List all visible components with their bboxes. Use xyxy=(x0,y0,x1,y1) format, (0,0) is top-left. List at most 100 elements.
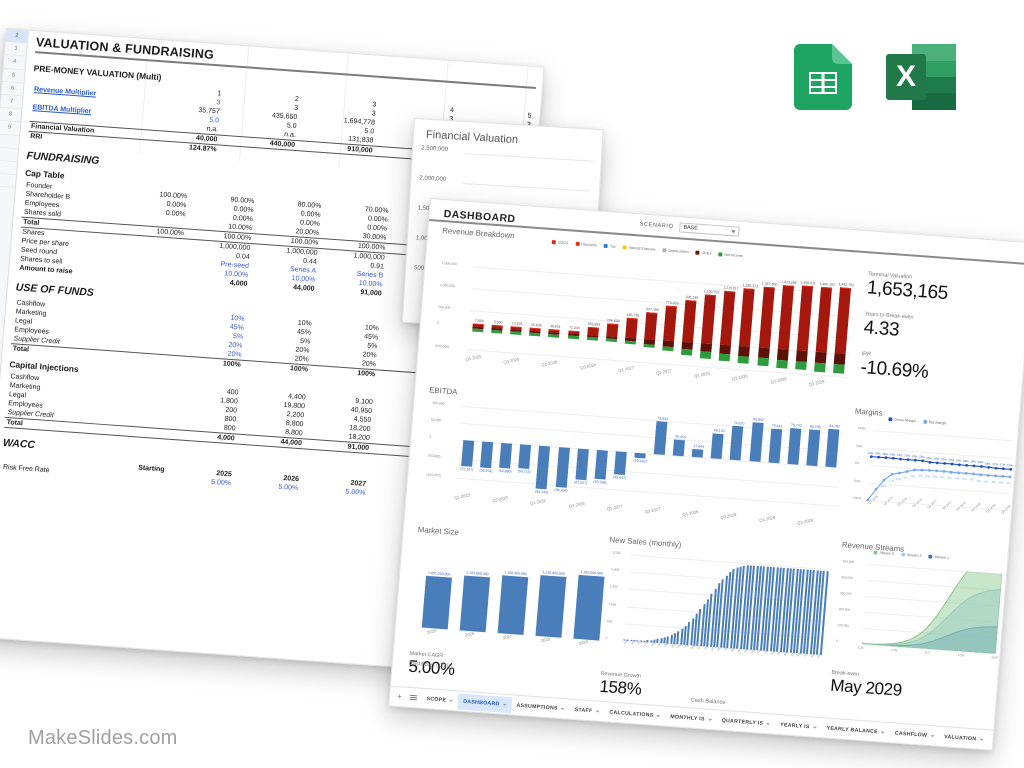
bar-segment-net-income xyxy=(643,343,655,348)
revenue-streams-areas xyxy=(861,564,1003,654)
bar-segment-net-income xyxy=(624,341,636,345)
data-label: 1/27 xyxy=(924,650,931,655)
data-label: 19% xyxy=(962,459,969,464)
add-sheet-icon[interactable]: + xyxy=(396,691,403,702)
bar-segment-opex xyxy=(795,350,808,363)
bar-segment-opex xyxy=(776,348,789,361)
scenario-dropdown[interactable]: BASE xyxy=(679,222,740,237)
legend-item: Stream 2 xyxy=(900,552,922,558)
scenario-selector[interactable]: SCENARIO BASE xyxy=(639,219,740,237)
bar xyxy=(806,429,821,467)
tab-assumptions[interactable]: ASSUMPTIONS xyxy=(511,697,571,717)
data-label: -4% xyxy=(931,474,938,479)
all-sheets-icon[interactable] xyxy=(404,694,421,701)
kpi-panel: Terminal Valuation 1,653,165 Years to Br… xyxy=(860,271,1023,390)
bar xyxy=(777,285,794,350)
bar xyxy=(834,287,851,354)
chevron-down-icon[interactable] xyxy=(449,699,454,702)
data-label: Q3 2027 xyxy=(644,506,661,515)
data-label: -5% xyxy=(976,478,982,483)
chevron-down-icon[interactable] xyxy=(766,722,771,725)
chevron-down-icon[interactable] xyxy=(656,714,661,717)
bar xyxy=(459,575,491,633)
new-sales-plot: 2,500 2,000 1,500 1,000 500 0 1/25 3/25 5/25 7/25… xyxy=(605,550,830,659)
sheet-tab-bar[interactable]: + SCOPE DASHBOARD ASSUMPTIONS STAFF CALC… xyxy=(389,685,994,750)
data-label: Q3 2029 xyxy=(796,517,814,526)
bar xyxy=(497,575,529,636)
chevron-down-icon[interactable] xyxy=(979,738,984,741)
dashboard-title: DASHBOARD xyxy=(443,208,516,226)
data-label: -3% xyxy=(917,473,923,479)
dashboard-sheet[interactable]: DASHBOARD SCENARIO BASE Revenue Breakdow… xyxy=(388,198,1024,751)
data-label: 0 xyxy=(436,320,439,325)
data-label: 2027 xyxy=(502,633,513,641)
bar xyxy=(691,449,704,459)
tab-scope[interactable]: SCOPE xyxy=(421,690,459,709)
bar xyxy=(461,440,475,468)
data-label: -17% xyxy=(887,477,895,483)
tab-valuation[interactable]: VALUATION xyxy=(938,728,988,748)
legend-item: OPEX xyxy=(695,250,712,256)
kpi-revenue-growth: Revenue Growth 158% xyxy=(598,670,643,699)
cash-balance-caption: Cash Balance xyxy=(690,697,726,706)
bar-segment-cogs xyxy=(644,312,658,340)
data-label: 24% xyxy=(867,450,874,455)
bar-segment-cogs xyxy=(834,287,851,354)
gridline xyxy=(459,440,841,470)
kpi-break-even: Break-even May 2029 xyxy=(829,669,903,700)
data-label: Q3 2028 xyxy=(720,511,738,521)
bar-segment-net-income xyxy=(700,351,712,359)
revenue-streams-plot: 500,000 400,000 300,000 200,000 100,000 0 1/25… xyxy=(836,559,1003,660)
tab-yearly-balance[interactable]: YEARLY BALANCE xyxy=(821,720,891,741)
chevron-down-icon[interactable] xyxy=(930,734,935,737)
legend-item: Tax xyxy=(603,243,616,249)
bar-segment-net-income xyxy=(586,336,598,341)
data-label: Q1 2026 xyxy=(541,359,559,368)
bar xyxy=(682,300,697,343)
data-label: 400,000 xyxy=(841,575,853,580)
tab-quarterly-is[interactable]: QUARTERLY IS xyxy=(716,712,776,732)
data-label: 1,000,000 xyxy=(439,282,456,289)
margins-lines xyxy=(866,455,1013,502)
data-label: 0% xyxy=(854,460,860,466)
bar-segment-cogs xyxy=(815,286,832,353)
data-label: Q1 2029 xyxy=(758,514,776,523)
tab-calculations[interactable]: CALCULATIONS xyxy=(604,704,666,724)
tab-cashflow[interactable]: CASHFLOW xyxy=(889,725,940,745)
data-label: -5% xyxy=(990,479,997,484)
chevron-down-icon[interactable] xyxy=(880,730,885,734)
tab-staff[interactable]: STAFF xyxy=(569,701,605,719)
data-label: 936,249 xyxy=(685,295,699,301)
new-sales-chart: New Sales (monthly) 2,500 2,000 1,500 1,000… xyxy=(599,535,836,687)
data-label: Q1 2026 xyxy=(529,497,547,507)
data-label: -4% xyxy=(946,476,952,481)
bar-segment-net-income xyxy=(510,331,522,335)
bar xyxy=(625,317,638,339)
data-label: 2025 xyxy=(426,628,437,635)
data-label: Q1 2025 xyxy=(465,353,482,362)
data-label: Q3 2028 xyxy=(731,373,749,382)
bar xyxy=(739,288,756,347)
chevron-down-icon[interactable] xyxy=(560,707,565,710)
bar-segment-net-income xyxy=(548,334,560,338)
tab-yearly-is[interactable]: YEARLY IS xyxy=(775,716,823,735)
svg-text:X: X xyxy=(896,60,916,93)
data-label: -3% xyxy=(909,473,916,479)
data-label: (100,000) xyxy=(426,472,441,478)
tab-dashboard[interactable]: DASHBOARD xyxy=(457,692,513,713)
gridline xyxy=(468,326,850,356)
data-label: -100% xyxy=(851,495,862,501)
data-label: 19% xyxy=(977,460,984,465)
chevron-down-icon[interactable] xyxy=(502,703,507,706)
tab-monthly-is[interactable]: MONTHLY IS xyxy=(665,708,718,728)
scenario-value: BASE xyxy=(683,224,699,232)
chevron-down-icon[interactable] xyxy=(707,718,712,721)
data-label: 50% xyxy=(855,443,863,448)
data-label: -5% xyxy=(998,480,1004,485)
market-size-plot: 1,051,200,000 2025 1,103,800,000 2026 1,158,… xyxy=(416,549,612,646)
bar xyxy=(646,640,649,643)
chevron-down-icon[interactable] xyxy=(812,725,817,729)
bar xyxy=(626,640,629,641)
bar-segment-net-income xyxy=(662,346,674,352)
chevron-down-icon[interactable] xyxy=(595,709,600,713)
